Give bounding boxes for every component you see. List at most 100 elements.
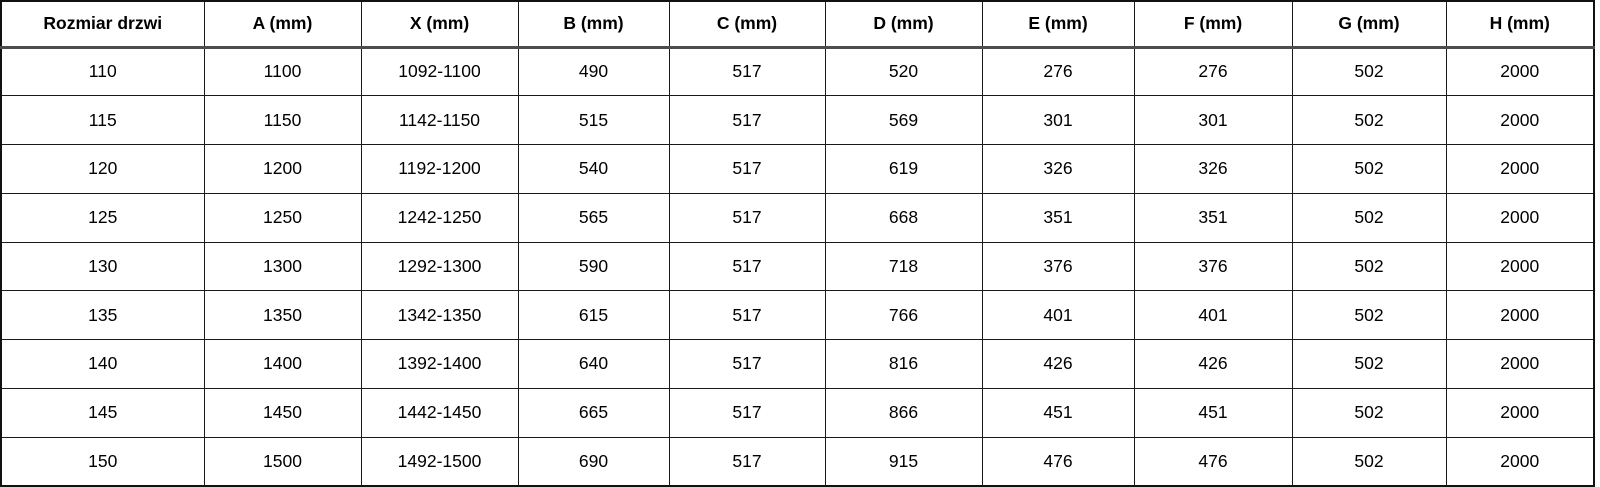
table-cell: 866: [824, 387, 983, 438]
table-cell: 502: [1291, 144, 1447, 194]
column-header: E (mm): [981, 0, 1135, 49]
table-cell: 130: [0, 241, 205, 292]
table-cell: 1200: [203, 144, 362, 194]
table-cell: 502: [1291, 241, 1447, 292]
table-cell: 619: [824, 144, 983, 194]
table-cell: 120: [0, 144, 205, 194]
table-row: 120 1200 1192-1200 540 517 619 326 326 502 2000: [0, 144, 1595, 194]
column-header: F (mm): [1133, 0, 1293, 49]
column-header: A (mm): [203, 0, 362, 49]
table-cell: 426: [981, 339, 1135, 389]
table-cell: 1092-1100: [360, 46, 519, 97]
table-row: 110 1100 1092-1100 490 517 520 276 276 502 2000: [0, 46, 1595, 97]
table-cell: 1150: [203, 95, 362, 146]
table-cell: 2000: [1445, 192, 1595, 243]
column-header: G (mm): [1291, 0, 1447, 49]
table-cell: 351: [1133, 192, 1293, 243]
table-cell: 115: [0, 95, 205, 146]
table-body: 110 1100 1092-1100 490 517 520 276 276 502 2000 11…: [0, 46, 1595, 487]
table-cell: 517: [668, 46, 826, 97]
table-cell: 640: [517, 339, 670, 389]
table-cell: 426: [1133, 339, 1293, 389]
table-row: 130 1300 1292-1300 590 517 718 376 376 502 2000: [0, 241, 1595, 292]
table-cell: 517: [668, 436, 826, 487]
table-cell: 517: [668, 192, 826, 243]
table-cell: 276: [1133, 46, 1293, 97]
table-cell: 150: [0, 436, 205, 487]
table-cell: 1392-1400: [360, 339, 519, 389]
table-cell: 476: [1133, 436, 1293, 487]
table-cell: 1192-1200: [360, 144, 519, 194]
table-cell: 2000: [1445, 387, 1595, 438]
table-cell: 718: [824, 241, 983, 292]
table-cell: 376: [981, 241, 1135, 292]
table-cell: 502: [1291, 290, 1447, 341]
table-cell: 1500: [203, 436, 362, 487]
table-cell: 517: [668, 144, 826, 194]
table-cell: 517: [668, 290, 826, 341]
table-cell: 565: [517, 192, 670, 243]
table-cell: 451: [981, 387, 1135, 438]
table-cell: 145: [0, 387, 205, 438]
table-cell: 690: [517, 436, 670, 487]
header-row: Rozmiar drzwi A (mm) X (mm) B (mm) C (mm) D (…: [0, 0, 1595, 49]
table-cell: 135: [0, 290, 205, 341]
table-cell: 401: [981, 290, 1135, 341]
table-cell: 766: [824, 290, 983, 341]
table-row: 135 1350 1342-1350 615 517 766 401 401 502 2000: [0, 290, 1595, 341]
table-cell: 615: [517, 290, 670, 341]
table-cell: 451: [1133, 387, 1293, 438]
table-cell: 1450: [203, 387, 362, 438]
table-cell: 502: [1291, 95, 1447, 146]
table-cell: 517: [668, 339, 826, 389]
table-cell: 476: [981, 436, 1135, 487]
table-cell: 2000: [1445, 241, 1595, 292]
column-header: B (mm): [517, 0, 670, 49]
table-cell: 1292-1300: [360, 241, 519, 292]
table-cell: 1492-1500: [360, 436, 519, 487]
table-cell: 376: [1133, 241, 1293, 292]
table-cell: 2000: [1445, 290, 1595, 341]
table-cell: 1400: [203, 339, 362, 389]
table-cell: 110: [0, 46, 205, 97]
table-cell: 1342-1350: [360, 290, 519, 341]
table-cell: 1442-1450: [360, 387, 519, 438]
table-cell: 351: [981, 192, 1135, 243]
table-row: 140 1400 1392-1400 640 517 816 426 426 502 2000: [0, 339, 1595, 389]
table-cell: 1350: [203, 290, 362, 341]
table-cell: 502: [1291, 387, 1447, 438]
table-cell: 490: [517, 46, 670, 97]
table-cell: 1300: [203, 241, 362, 292]
table-cell: 401: [1133, 290, 1293, 341]
table-cell: 2000: [1445, 144, 1595, 194]
table-cell: 2000: [1445, 436, 1595, 487]
table-row: 145 1450 1442-1450 665 517 866 451 451 502 2000: [0, 387, 1595, 438]
column-header: H (mm): [1445, 0, 1595, 49]
table-cell: 1142-1150: [360, 95, 519, 146]
table-cell: 2000: [1445, 95, 1595, 146]
table-cell: 540: [517, 144, 670, 194]
table-row: 125 1250 1242-1250 565 517 668 351 351 502 2000: [0, 192, 1595, 243]
table-cell: 915: [824, 436, 983, 487]
table-cell: 515: [517, 95, 670, 146]
table-cell: 502: [1291, 192, 1447, 243]
table-cell: 668: [824, 192, 983, 243]
table-cell: 517: [668, 95, 826, 146]
table-cell: 1100: [203, 46, 362, 97]
table-cell: 816: [824, 339, 983, 389]
table-cell: 276: [981, 46, 1135, 97]
table-cell: 2000: [1445, 339, 1595, 389]
table-cell: 140: [0, 339, 205, 389]
table-cell: 520: [824, 46, 983, 97]
table-cell: 326: [981, 144, 1135, 194]
table-cell: 301: [1133, 95, 1293, 146]
table-header: Rozmiar drzwi A (mm) X (mm) B (mm) C (mm) D (…: [0, 0, 1595, 49]
column-header: X (mm): [360, 0, 519, 49]
table-cell: 665: [517, 387, 670, 438]
table-cell: 301: [981, 95, 1135, 146]
table-cell: 502: [1291, 46, 1447, 97]
table-cell: 502: [1291, 339, 1447, 389]
table-cell: 326: [1133, 144, 1293, 194]
table-cell: 502: [1291, 436, 1447, 487]
